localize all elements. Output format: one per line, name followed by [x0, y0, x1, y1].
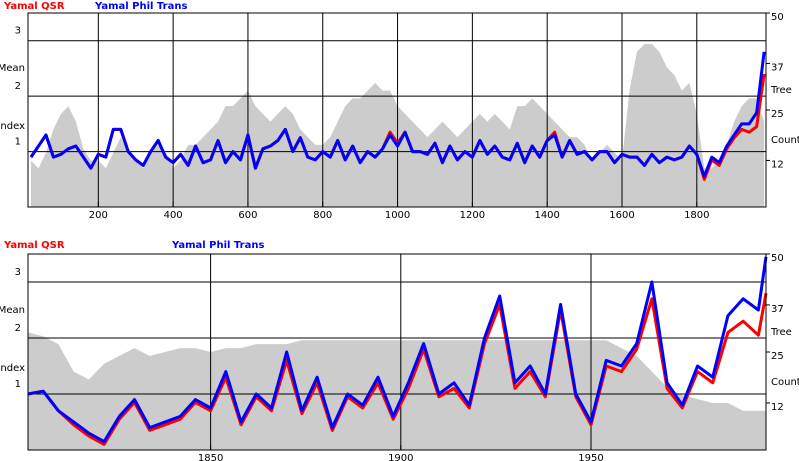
legend-label: Yamal QSR: [3, 240, 65, 251]
y2-tick-label: 50: [771, 253, 784, 264]
y2-tick-label: 12: [771, 159, 784, 170]
y-tick-label: 2: [15, 323, 21, 334]
y-tick-label: 3: [15, 26, 21, 37]
y2-axis-label: Count: [771, 377, 799, 388]
tree-count-area: [28, 332, 766, 450]
y2-tick-label: 25: [771, 351, 784, 362]
series-line: [27, 292, 768, 446]
x-tick-label: 400: [164, 210, 183, 221]
y-tick-label: 1: [15, 379, 21, 390]
y2-axis-label: Tree: [770, 327, 792, 338]
y-tick-label: 3: [15, 267, 21, 278]
series-line: [29, 51, 766, 179]
y-tick-label: 1: [15, 137, 21, 148]
x-tick-label: 1000: [385, 210, 410, 221]
x-tick-label: 1600: [609, 210, 634, 221]
y2-tick-label: 50: [771, 12, 784, 23]
x-tick-label: 200: [89, 210, 108, 221]
legend-label: Yamal Phil Trans: [94, 1, 187, 12]
x-tick-label: 1900: [388, 453, 413, 461]
x-tick-label: 600: [238, 210, 257, 221]
y2-tick-label: 37: [771, 304, 784, 315]
x-tick-label: 1950: [578, 453, 603, 461]
y-tick-label: 2: [15, 81, 21, 92]
y-axis-label: Index: [0, 363, 25, 374]
y2-tick-label: 25: [771, 109, 784, 120]
series-line: [27, 256, 768, 444]
x-tick-label: 1850: [198, 453, 223, 461]
x-tick-label: 1200: [460, 210, 485, 221]
y-axis-label: Index: [0, 121, 25, 132]
y2-axis-label: Tree: [770, 85, 792, 96]
legend-label: Yamal Phil Trans: [171, 240, 264, 251]
y2-axis-label: Count: [771, 135, 799, 146]
x-tick-label: 1800: [684, 210, 709, 221]
y2-tick-label: 37: [771, 62, 784, 73]
x-tick-label: 800: [313, 210, 332, 221]
x-tick-label: 1400: [534, 210, 559, 221]
legend-label: Yamal QSR: [3, 1, 65, 12]
y-axis-label: Mean: [0, 63, 25, 74]
y-axis-label: Mean: [0, 305, 25, 316]
y2-tick-label: 12: [771, 402, 784, 413]
